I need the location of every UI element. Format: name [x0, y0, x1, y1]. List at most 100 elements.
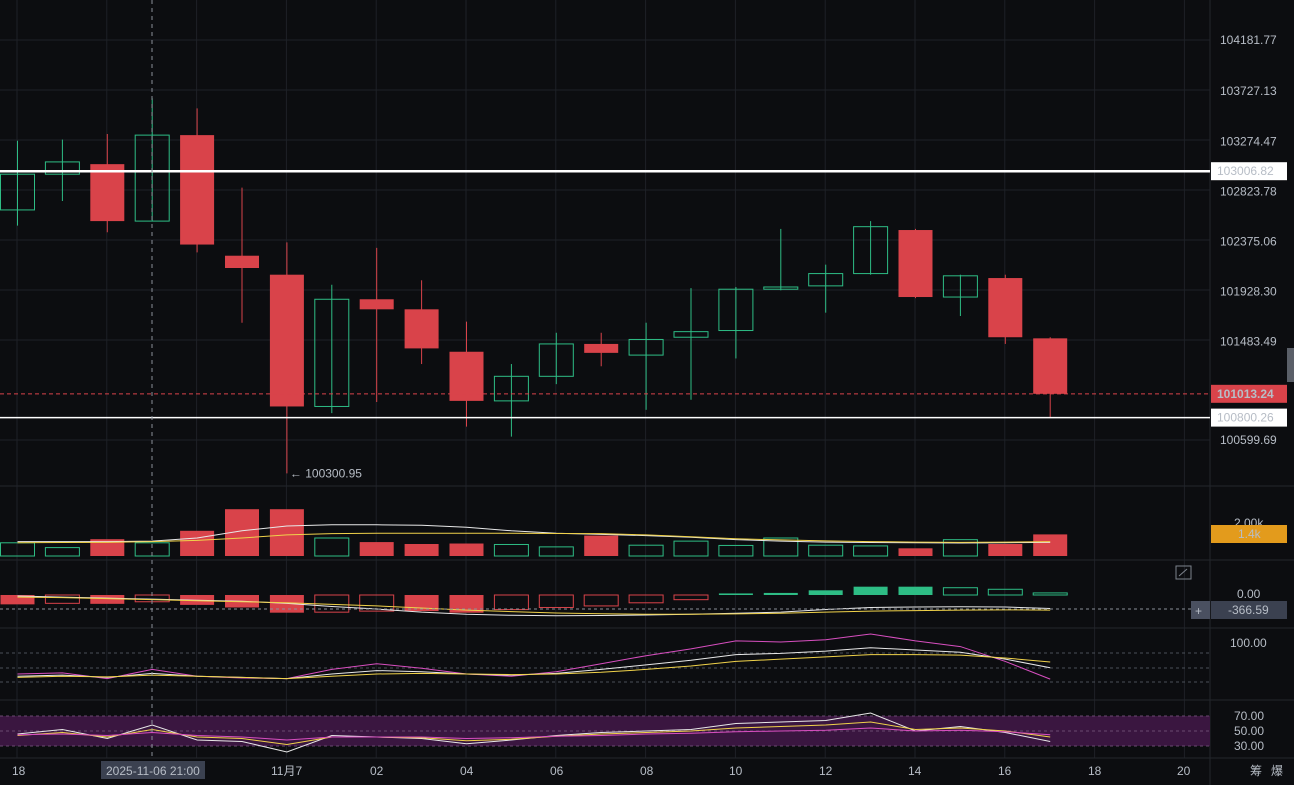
candle-up — [538, 343, 574, 377]
candles — [0, 98, 1068, 474]
volume-current-tag — [1211, 525, 1287, 543]
macd-bar-up — [942, 587, 978, 596]
axes: 104181.77 103727.13 103274.47 102823.78 1023… — [12, 33, 1294, 779]
time-tick-label: 02 — [370, 764, 384, 778]
volume-bar-up — [314, 537, 350, 557]
level-label: 103006.82 — [1217, 164, 1274, 178]
time-tick-label: 14 — [908, 764, 922, 778]
candle-up — [493, 375, 529, 402]
price-tick-label: 104181.77 — [1220, 33, 1277, 47]
macd-bar-up — [898, 586, 933, 595]
volume-bar-down — [180, 530, 215, 556]
volume-bar-up — [493, 543, 529, 557]
macd-pane — [0, 586, 1210, 617]
add-icon: + — [1195, 604, 1202, 618]
candle-down — [225, 255, 259, 268]
volume-bar-up — [44, 547, 80, 557]
volume-bar-up — [628, 544, 664, 557]
macd-dif-line — [17, 595, 1051, 617]
time-tick-label: 18 — [12, 764, 26, 778]
add-button — [1191, 601, 1210, 619]
candle-up — [134, 134, 170, 222]
volume-bar-down — [584, 535, 619, 556]
price-tick-label: 100599.69 — [1220, 433, 1277, 447]
time-tick-label: 11月7 — [271, 764, 302, 778]
volume-bar-up — [763, 537, 799, 557]
candle-up — [628, 338, 664, 356]
time-tick-label: 12 — [819, 764, 833, 778]
rsi-pane — [0, 712, 1210, 753]
candle-down — [269, 274, 304, 407]
kdj-d-line — [17, 654, 1051, 680]
scroll-handle — [1287, 348, 1294, 382]
macd-bar-down — [449, 595, 484, 613]
candle-down — [90, 164, 125, 222]
price-levels: 103006.82 101013.24 100800.26 ← 100300.95 — [0, 162, 1287, 480]
time-tick-label: 16 — [998, 764, 1012, 778]
macd-bar-down — [628, 594, 664, 604]
macd-bar-down — [673, 594, 709, 601]
candle-up — [718, 288, 754, 332]
candle-down — [404, 309, 439, 349]
volume-bar-down — [898, 548, 933, 556]
macd-bar-down — [90, 595, 125, 604]
level-tag — [1211, 162, 1287, 181]
candle-down — [584, 343, 619, 353]
volume-bar-up — [538, 546, 574, 557]
volume-bar-up — [853, 545, 889, 557]
level-label: 100800.26 — [1217, 411, 1274, 425]
macd-bar-down — [493, 594, 529, 611]
candle-up — [763, 286, 799, 290]
candle-down — [988, 278, 1023, 338]
rsi-level-label: 70.00 — [1234, 709, 1264, 723]
time-tick-label: 20 — [1177, 764, 1191, 778]
candle-up — [0, 173, 35, 211]
macd-bar-up — [718, 593, 753, 595]
kdj-axis-label: 100.00 — [1230, 636, 1267, 650]
candle-up — [853, 226, 889, 275]
macd-dea-line — [17, 596, 1051, 615]
volume-bar-down — [988, 544, 1023, 556]
macd-bar-down — [404, 595, 439, 612]
macd-bar-down — [583, 594, 619, 607]
volume-bar-up — [718, 544, 754, 557]
chip-distribution-button: 筹 — [1250, 764, 1262, 778]
low-annotation: ← 100300.95 — [290, 466, 362, 480]
candle-up — [942, 275, 978, 298]
liquidation-button: 爆 — [1271, 764, 1283, 778]
time-tick-label: 04 — [460, 764, 474, 778]
macd-current-tag — [1211, 601, 1287, 619]
time-crosshair-tag — [101, 761, 205, 779]
price-tick-label: 103274.47 — [1220, 134, 1277, 148]
price-tick-label: 102375.06 — [1220, 235, 1277, 249]
candle-down — [898, 230, 933, 298]
volume-current-label: 1.4k — [1238, 527, 1262, 541]
volume-bar-up — [808, 544, 844, 557]
volume-pane — [0, 509, 1068, 557]
candle-down — [1033, 338, 1068, 394]
candle-up — [673, 331, 709, 338]
level-tag — [1211, 408, 1287, 427]
candle-up — [808, 273, 844, 287]
macd-bar-up — [763, 592, 798, 595]
volume-bar-down — [90, 539, 125, 556]
candle-up — [44, 161, 80, 175]
macd-bar-down — [44, 594, 80, 604]
rsi-level-label: 30.00 — [1234, 739, 1264, 753]
current-price-tag — [1211, 384, 1287, 403]
volume-bar-down — [449, 543, 484, 556]
macd-bar-up — [1032, 592, 1068, 596]
volume-bar-down — [359, 542, 394, 556]
candle-down — [359, 299, 394, 310]
candle-down — [449, 351, 484, 401]
volume-bar-down — [404, 544, 439, 556]
candle-down — [180, 135, 215, 245]
time-tick-label: 10 — [729, 764, 743, 778]
time-tick-label: 18 — [1088, 764, 1102, 778]
time-tick-label: 06 — [550, 764, 564, 778]
volume-ma-yellow — [17, 532, 1051, 544]
expand-icon — [1175, 565, 1192, 580]
